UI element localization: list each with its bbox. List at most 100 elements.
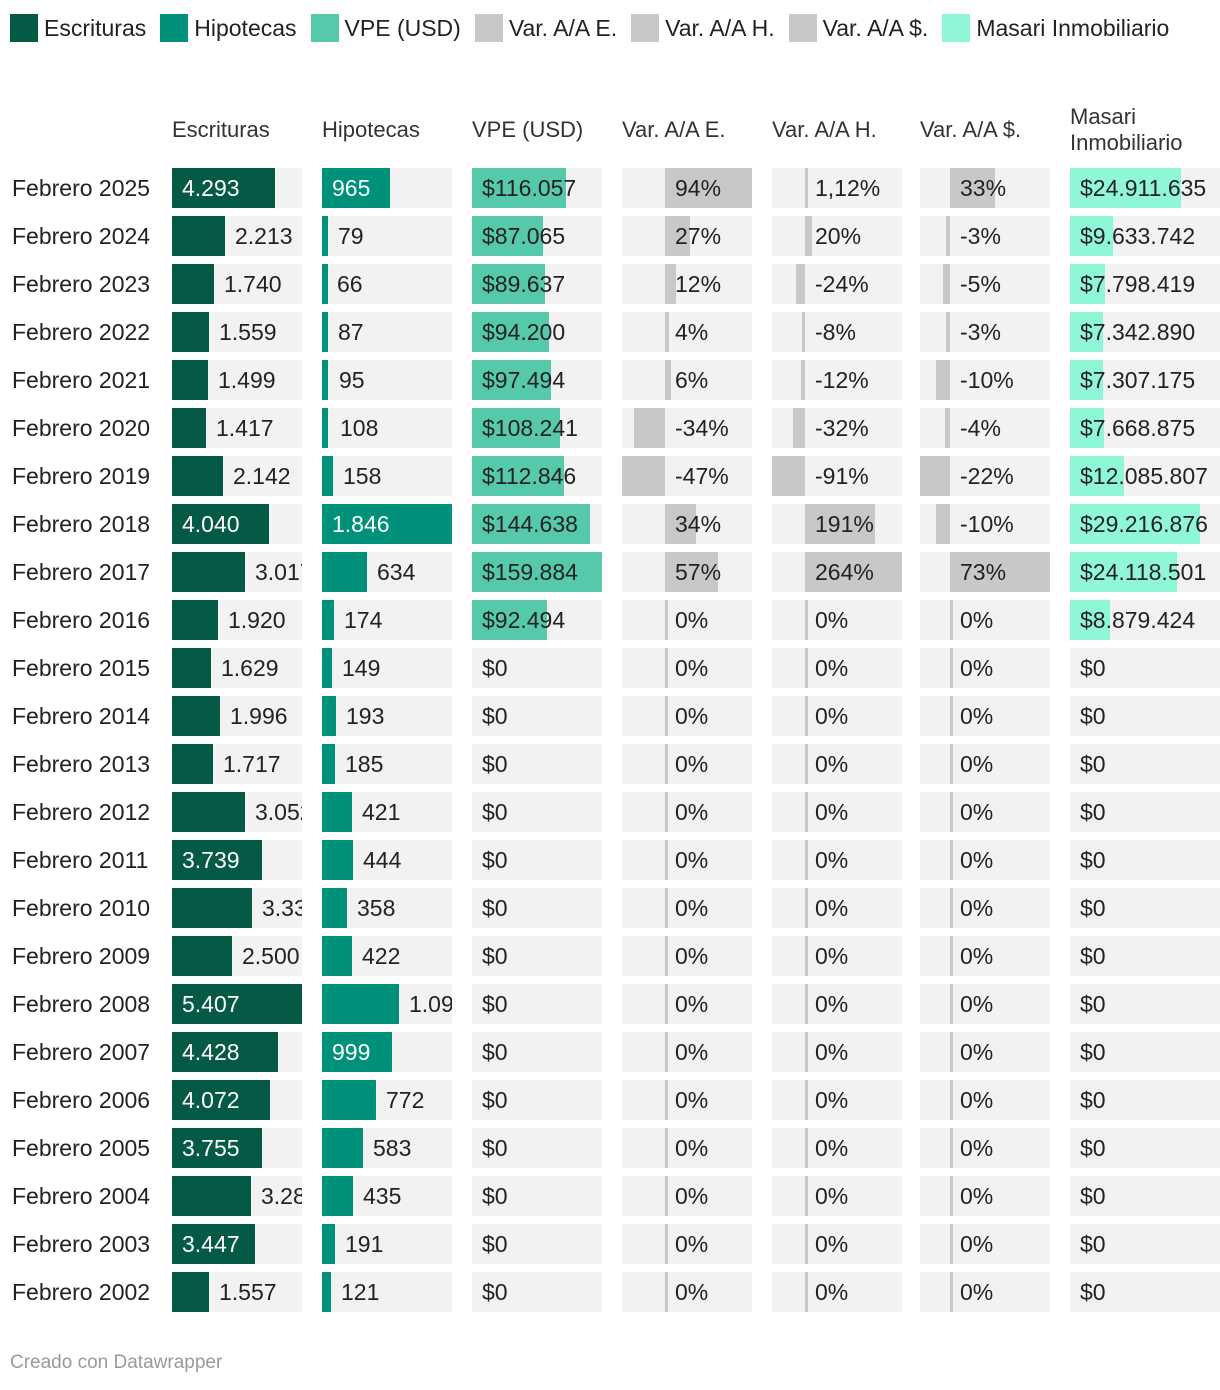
cell-escrituras: 1.557 xyxy=(172,1272,302,1312)
cell-vpe: $0 xyxy=(472,1080,602,1120)
column-header-masari: Masari Inmobiliario xyxy=(1070,104,1183,155)
bar-hipotecas xyxy=(322,840,353,880)
bar-vpe xyxy=(472,552,602,592)
cell-vpe: $144.638 xyxy=(472,504,602,544)
value-masari: $9.633.742 xyxy=(1080,223,1196,249)
value-var_e: 0% xyxy=(675,703,709,729)
cell-escrituras: 4.072 xyxy=(172,1080,302,1120)
bar-hipotecas xyxy=(322,744,335,784)
bar-hipotecas xyxy=(322,1176,353,1216)
value-masari: $7.307.175 xyxy=(1080,367,1196,393)
value-masari: $0 xyxy=(1080,1231,1106,1257)
cell-var_e: 0% xyxy=(622,600,752,640)
bar-escrituras xyxy=(172,552,245,592)
value-hipotecas: 422 xyxy=(362,943,401,969)
cell-masari: $0 xyxy=(1070,1176,1220,1216)
value-var_h: -24% xyxy=(815,271,869,297)
cell-var_usd: -10% xyxy=(920,360,1050,400)
cell-var_h: 20% xyxy=(772,216,902,256)
value-masari: $0 xyxy=(1080,1135,1106,1161)
bar-var_h xyxy=(805,1128,808,1168)
cell-escrituras: 1.920 xyxy=(172,600,302,640)
cell-hipotecas: 1.098 xyxy=(322,984,452,1024)
column-header-hipotecas: Hipotecas xyxy=(322,117,420,142)
bar-var_h xyxy=(805,744,808,784)
value-vpe: $92.494 xyxy=(482,607,566,633)
cell-var_usd: -3% xyxy=(920,216,1050,256)
cell-hipotecas: 1.846 xyxy=(322,504,452,544)
cell-masari: $0 xyxy=(1070,696,1220,736)
value-hipotecas: 191 xyxy=(345,1231,384,1257)
bar-var_e xyxy=(665,168,752,208)
value-escrituras: 1.557 xyxy=(219,1279,277,1305)
value-hipotecas: 79 xyxy=(338,223,364,249)
value-vpe: $89.637 xyxy=(482,271,566,297)
legend-swatch xyxy=(942,14,971,42)
bar-escrituras xyxy=(172,744,213,784)
cell-var_usd: -5% xyxy=(920,264,1050,304)
row-label: Febrero 2016 xyxy=(12,607,151,633)
cell-hipotecas: 149 xyxy=(322,648,452,688)
legend-swatch xyxy=(788,14,817,42)
cell-var_e: 0% xyxy=(622,696,752,736)
cell-var_h: -32% xyxy=(772,408,902,448)
value-escrituras: 1.920 xyxy=(228,607,286,633)
bar-masari xyxy=(1070,216,1113,256)
bar-var_usd xyxy=(950,840,953,880)
cell-var_e: 0% xyxy=(622,840,752,880)
legend-item: VPE (USD) xyxy=(310,10,461,46)
bar-var_h xyxy=(805,504,875,544)
value-masari: $0 xyxy=(1080,895,1106,921)
cell-masari: $0 xyxy=(1070,1224,1220,1264)
value-masari: $0 xyxy=(1080,943,1106,969)
value-vpe: $87.065 xyxy=(482,223,566,249)
bar-masari xyxy=(1070,456,1124,496)
bar-var_usd xyxy=(936,360,950,400)
cell-vpe: $0 xyxy=(472,1032,602,1072)
cell-masari: $8.879.424 xyxy=(1070,600,1220,640)
bar-vpe xyxy=(472,168,566,208)
bar-var_e xyxy=(665,600,668,640)
bar-var_h xyxy=(805,792,808,832)
cell-masari: $0 xyxy=(1070,888,1220,928)
bar-var_usd xyxy=(950,552,1050,592)
cell-var_h: 0% xyxy=(772,696,902,736)
bar-escrituras xyxy=(172,1176,251,1216)
value-var_h: 0% xyxy=(815,943,849,969)
bar-masari xyxy=(1070,408,1104,448)
bar-escrituras xyxy=(172,216,225,256)
row-label: Febrero 2002 xyxy=(12,1279,151,1305)
value-var_e: 0% xyxy=(675,943,709,969)
cell-vpe: $0 xyxy=(472,648,602,688)
cell-var_e: 12% xyxy=(622,264,752,304)
cell-var_usd: 0% xyxy=(920,1128,1050,1168)
cell-masari: $0 xyxy=(1070,1272,1220,1312)
cell-var_usd: -4% xyxy=(920,408,1050,448)
value-hipotecas: 87 xyxy=(338,319,364,345)
value-var_h: 0% xyxy=(815,895,849,921)
cell-hipotecas: 79 xyxy=(322,216,452,256)
bar-var_usd xyxy=(950,600,953,640)
cell-var_h: 0% xyxy=(772,1080,902,1120)
bar-escrituras xyxy=(172,360,208,400)
value-var_h: -91% xyxy=(815,463,869,489)
value-var_h: 0% xyxy=(815,655,849,681)
value-var_usd: 0% xyxy=(960,895,994,921)
legend-label: Var. A/A H. xyxy=(665,15,775,41)
cell-var_h: 0% xyxy=(772,1176,902,1216)
cell-masari: $0 xyxy=(1070,1032,1220,1072)
bar-escrituras xyxy=(172,1224,255,1264)
bar-hipotecas xyxy=(322,792,352,832)
bar-masari xyxy=(1070,168,1181,208)
value-escrituras: 1.629 xyxy=(221,655,279,681)
value-masari: $7.342.890 xyxy=(1080,319,1196,345)
cell-masari: $7.668.875 xyxy=(1070,408,1220,448)
row-label: Febrero 2014 xyxy=(12,703,151,729)
value-hipotecas: 174 xyxy=(344,607,383,633)
cell-var_usd: 0% xyxy=(920,936,1050,976)
cell-vpe: $97.494 xyxy=(472,360,602,400)
cell-hipotecas: 95 xyxy=(322,360,452,400)
cell-escrituras: 4.428 xyxy=(172,1032,302,1072)
legend-item: Var. A/A H. xyxy=(631,10,775,46)
value-masari: $0 xyxy=(1080,799,1106,825)
